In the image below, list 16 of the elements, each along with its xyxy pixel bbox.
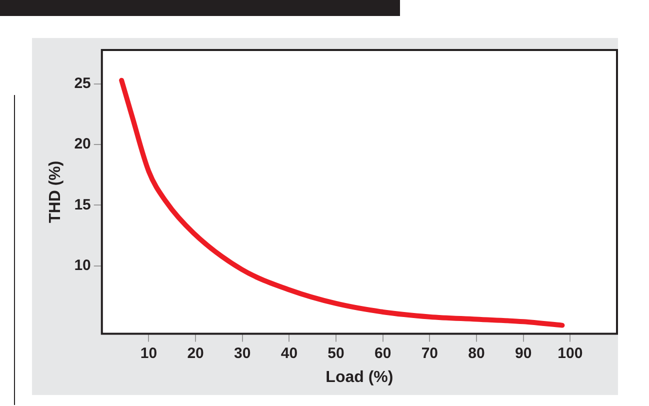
x-tick-label: 90: [515, 344, 532, 362]
y-axis-title: THD (%): [47, 160, 64, 224]
x-axis-title: Load (%): [326, 368, 394, 386]
x-tick-label: 60: [374, 344, 392, 362]
x-tick-label: 40: [280, 344, 298, 362]
y-tick-label: 25: [74, 75, 91, 92]
y-tick-label: 20: [74, 136, 91, 153]
y-tick-label: 10: [74, 257, 91, 274]
x-tick-label: 50: [328, 344, 344, 362]
x-tick-label: 20: [187, 344, 204, 362]
x-tick-label: 70: [421, 344, 438, 362]
y-tick-label: 15: [74, 196, 91, 214]
x-tick-label: 100: [558, 344, 583, 362]
x-tick-label: 10: [140, 344, 158, 362]
x-tick-label: 30: [234, 344, 251, 362]
x-tick-label: 80: [468, 344, 485, 362]
